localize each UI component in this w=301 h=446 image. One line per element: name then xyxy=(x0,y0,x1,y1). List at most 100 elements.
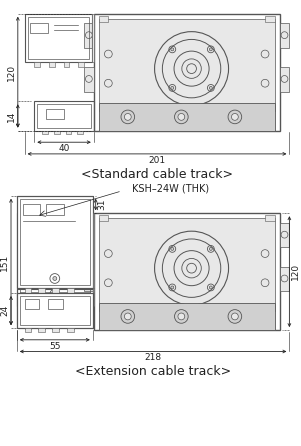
Text: 120: 120 xyxy=(7,64,16,81)
Bar xyxy=(25,14,92,62)
Bar xyxy=(23,203,40,215)
Bar xyxy=(67,328,74,332)
Bar xyxy=(46,109,64,119)
Circle shape xyxy=(53,277,57,281)
Bar xyxy=(54,131,60,134)
Text: 120: 120 xyxy=(291,263,300,280)
Bar xyxy=(46,203,64,215)
Circle shape xyxy=(171,48,174,51)
Circle shape xyxy=(124,313,131,320)
Bar xyxy=(37,104,91,128)
Bar xyxy=(94,14,280,131)
Bar xyxy=(25,299,39,309)
Bar xyxy=(67,288,74,293)
Bar xyxy=(64,62,70,67)
Circle shape xyxy=(178,313,185,320)
Bar xyxy=(52,328,59,332)
Bar xyxy=(25,288,31,293)
Bar xyxy=(38,306,45,310)
Text: KSH–24W (THK): KSH–24W (THK) xyxy=(132,183,209,193)
Bar xyxy=(280,267,289,291)
Circle shape xyxy=(171,286,174,289)
Bar xyxy=(67,324,74,329)
Bar xyxy=(38,288,45,293)
Bar xyxy=(30,24,48,33)
Text: 14: 14 xyxy=(7,110,16,122)
Bar xyxy=(99,103,275,131)
Bar xyxy=(280,223,289,248)
Bar xyxy=(52,306,59,310)
Bar xyxy=(25,324,31,329)
Bar xyxy=(25,328,31,332)
Bar xyxy=(52,324,59,329)
Bar xyxy=(38,324,45,329)
Text: 55: 55 xyxy=(49,342,61,351)
Bar xyxy=(20,292,90,321)
Circle shape xyxy=(209,87,212,89)
Bar xyxy=(265,16,275,21)
Bar xyxy=(42,131,48,134)
Bar xyxy=(99,215,108,221)
Text: 24: 24 xyxy=(0,305,9,316)
Circle shape xyxy=(231,113,238,120)
Text: 201: 201 xyxy=(148,156,166,165)
Bar xyxy=(17,293,93,328)
Bar xyxy=(77,131,83,134)
Bar xyxy=(48,296,64,306)
Bar xyxy=(84,223,94,248)
Text: 151: 151 xyxy=(0,253,9,271)
Circle shape xyxy=(178,113,185,120)
Bar xyxy=(46,223,64,235)
Bar xyxy=(23,223,40,235)
Text: 31: 31 xyxy=(98,199,107,210)
Bar xyxy=(67,296,79,306)
Bar xyxy=(49,62,55,67)
Bar xyxy=(34,62,40,67)
Bar xyxy=(84,24,94,48)
Bar xyxy=(84,267,94,291)
Bar xyxy=(94,213,280,330)
Bar xyxy=(99,19,275,111)
Text: <Extension cable track>: <Extension cable track> xyxy=(75,365,231,378)
Text: <Standard cable track>: <Standard cable track> xyxy=(81,168,233,181)
Bar xyxy=(20,296,90,325)
Bar xyxy=(67,306,74,310)
Circle shape xyxy=(231,313,238,320)
Bar xyxy=(17,213,93,306)
Bar xyxy=(17,198,93,213)
Bar xyxy=(25,306,31,310)
Bar xyxy=(48,299,63,309)
Circle shape xyxy=(171,248,174,250)
Bar xyxy=(93,213,94,288)
Bar xyxy=(25,296,40,306)
Circle shape xyxy=(53,292,57,296)
Bar xyxy=(17,196,93,288)
Bar xyxy=(66,131,71,134)
Bar xyxy=(52,288,59,293)
Bar xyxy=(34,101,94,131)
Circle shape xyxy=(209,248,212,250)
Bar xyxy=(20,216,90,303)
Bar xyxy=(99,218,275,310)
Bar xyxy=(28,17,89,59)
Circle shape xyxy=(209,48,212,51)
Bar xyxy=(84,67,94,91)
Bar xyxy=(17,196,93,288)
Bar xyxy=(17,289,93,324)
Bar xyxy=(99,16,108,21)
Circle shape xyxy=(124,113,131,120)
Bar xyxy=(20,198,90,285)
Bar xyxy=(280,24,289,48)
Bar xyxy=(280,67,289,91)
Bar xyxy=(92,14,94,62)
Bar xyxy=(38,328,45,332)
Text: 218: 218 xyxy=(144,353,162,363)
Text: 40: 40 xyxy=(58,144,70,153)
Bar xyxy=(265,215,275,221)
Bar xyxy=(17,293,93,328)
Bar xyxy=(99,303,275,330)
Bar xyxy=(93,213,94,306)
Circle shape xyxy=(171,87,174,89)
Bar xyxy=(78,62,84,67)
Circle shape xyxy=(209,286,212,289)
